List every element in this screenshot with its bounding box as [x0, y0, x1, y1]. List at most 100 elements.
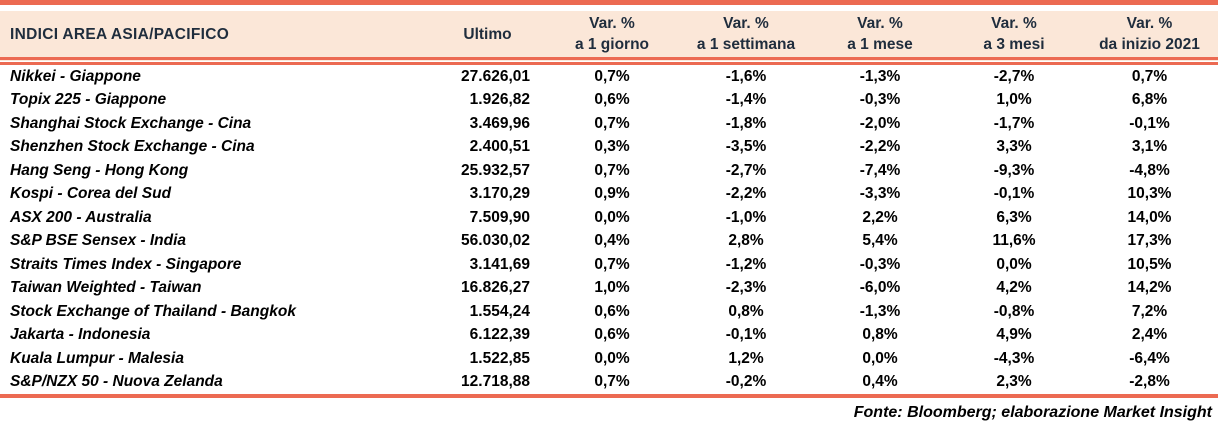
var-3m-value: 1,0% [996, 91, 1032, 109]
table-row: Shanghai Stock Exchange - Cina 3.469,96 0,… [0, 112, 1218, 136]
var-1d-value: 0,3% [594, 138, 630, 156]
var-ytd-value: -0,1% [1129, 114, 1170, 132]
var-1w-value: -1,0% [725, 208, 767, 226]
index-name: Stock Exchange of Thailand - Bangkok [10, 302, 296, 320]
table-row: S&P/NZX 50 - Nuova Zelanda 12.718,88 0,7% -… [0, 371, 1218, 397]
ultimo-value: 7.509,90 [469, 208, 530, 226]
column-header-var-ytd: Var. % da inizio 2021 [1081, 11, 1218, 65]
var-3m-value: 2,3% [996, 373, 1032, 391]
var-ytd-value: 0,7% [1131, 67, 1168, 85]
var-1w-value: -0,1% [725, 326, 767, 344]
var-1m-value: -0,3% [859, 255, 901, 273]
var-period: a 1 giorno [574, 36, 650, 53]
ultimo-value: 27.626,01 [461, 67, 530, 85]
ultimo-value: 3.469,96 [469, 114, 530, 132]
var-period: a 1 mese [847, 36, 913, 53]
var-1d-value: 0,9% [594, 185, 630, 203]
ultimo-value: 3.170,29 [469, 185, 530, 203]
var-1m-value: -1,3% [859, 67, 901, 85]
var-3m-value: -9,3% [993, 161, 1035, 179]
ultimo-value: 3.141,69 [469, 255, 530, 273]
ultimo-value: 25.932,57 [461, 161, 530, 179]
var-3m-value: -2,7% [993, 67, 1035, 85]
table-title: INDICI AREA ASIA/PACIFICO [0, 11, 430, 65]
var-label: Var. % [1126, 15, 1173, 32]
column-header-var-1w: Var. % a 1 settimana [679, 11, 813, 65]
var-3m-value: -4,3% [993, 349, 1035, 367]
table-row: Kuala Lumpur - Malesia 1.522,85 0,0% 1,2% 0,… [0, 347, 1218, 371]
column-header-var-1m: Var. % a 1 mese [813, 11, 947, 65]
var-label: Var. % [723, 15, 769, 32]
var-1w-value: 1,2% [728, 349, 764, 367]
var-1d-value: 0,7% [594, 255, 630, 273]
var-ytd-value: 2,4% [1131, 326, 1168, 344]
table-body: Nikkei - Giappone 27.626,01 0,7% -1,6% -1,3%… [0, 61, 1218, 396]
var-ytd-value: 6,8% [1131, 91, 1168, 109]
index-name: S&P/NZX 50 - Nuova Zelanda [10, 373, 223, 391]
var-1w-value: -2,2% [725, 185, 767, 203]
var-1d-value: 0,4% [594, 232, 630, 250]
table-row: Nikkei - Giappone 27.626,01 0,7% -1,6% -1,3%… [0, 61, 1218, 89]
var-1d-value: 0,0% [594, 208, 630, 226]
index-name: ASX 200 - Australia [10, 208, 152, 226]
var-3m-value: 11,6% [992, 232, 1036, 250]
var-1d-value: 0,7% [594, 161, 630, 179]
var-3m-value: -1,7% [993, 114, 1035, 132]
ultimo-value: 1.554,24 [469, 302, 530, 320]
column-header-ultimo: Ultimo [430, 11, 545, 65]
table-row: S&P BSE Sensex - India 56.030,02 0,4% 2,8% 5… [0, 230, 1218, 254]
index-name: Kospi - Corea del Sud [10, 185, 172, 203]
var-ytd-value: -4,8% [1129, 161, 1170, 179]
var-1w-value: 2,8% [728, 232, 764, 250]
var-ytd-value: -6,4% [1129, 349, 1170, 367]
var-1d-value: 0,6% [594, 326, 630, 344]
var-3m-value: -0,1% [993, 185, 1035, 203]
var-1m-value: -3,3% [859, 185, 901, 203]
var-1m-value: 5,4% [862, 232, 898, 250]
ultimo-value: 6.122,39 [469, 326, 530, 344]
column-header-var-3m: Var. % a 3 mesi [947, 11, 1081, 65]
var-1w-value: -1,6% [725, 67, 767, 85]
var-label: Var. % [589, 15, 635, 32]
table-row: Topix 225 - Giappone 1.926,82 0,6% -1,4% -0,… [0, 89, 1218, 113]
var-1d-value: 0,7% [594, 67, 630, 85]
index-name: Taiwan Weighted - Taiwan [10, 279, 202, 297]
table-row: Taiwan Weighted - Taiwan 16.826,27 1,0% -2,… [0, 277, 1218, 301]
var-3m-value: -0,8% [993, 302, 1035, 320]
var-label: Var. % [991, 15, 1037, 32]
var-1d-value: 0,7% [594, 114, 630, 132]
var-label: Var. % [857, 15, 903, 32]
ultimo-value: 56.030,02 [461, 232, 530, 250]
var-1d-value: 0,6% [594, 91, 630, 109]
table-row: Straits Times Index - Singapore 3.141,69 0… [0, 253, 1218, 277]
var-ytd-value: 7,2% [1131, 302, 1168, 320]
var-period: da inizio 2021 [1099, 36, 1200, 53]
var-3m-value: 4,9% [996, 326, 1032, 344]
table-row: Shenzhen Stock Exchange - Cina 2.400,51 0,… [0, 136, 1218, 160]
var-period: a 3 mesi [983, 36, 1045, 53]
var-1d-value: 0,0% [594, 349, 630, 367]
var-1m-value: 2,2% [862, 208, 898, 226]
var-3m-value: 4,2% [996, 279, 1032, 297]
index-name: S&P BSE Sensex - India [10, 232, 187, 250]
var-1w-value: -1,2% [725, 255, 767, 273]
var-1d-value: 0,6% [594, 302, 630, 320]
indices-table: INDICI AREA ASIA/PACIFICO Ultimo Var. % … [0, 11, 1218, 398]
ultimo-value: 1.926,82 [469, 91, 530, 109]
column-header-var-1d: Var. % a 1 giorno [545, 11, 679, 65]
var-1w-value: -1,8% [725, 114, 767, 132]
var-3m-value: 3,3% [996, 138, 1032, 156]
var-1w-value: -2,7% [725, 161, 767, 179]
var-3m-value: 6,3% [996, 208, 1032, 226]
var-ytd-value: 3,1% [1131, 138, 1168, 156]
index-name: Jakarta - Indonesia [10, 326, 151, 344]
var-ytd-value: 14,0% [1127, 208, 1172, 226]
ultimo-value: 2.400,51 [469, 138, 530, 156]
ultimo-value: 12.718,88 [461, 373, 530, 391]
source-note: Fonte: Bloomberg; elaborazione Market In… [853, 404, 1212, 421]
var-1m-value: -2,0% [859, 114, 901, 132]
var-1m-value: 0,8% [862, 326, 898, 344]
header-row: INDICI AREA ASIA/PACIFICO Ultimo Var. % … [0, 11, 1218, 65]
var-1w-value: 0,8% [728, 302, 764, 320]
